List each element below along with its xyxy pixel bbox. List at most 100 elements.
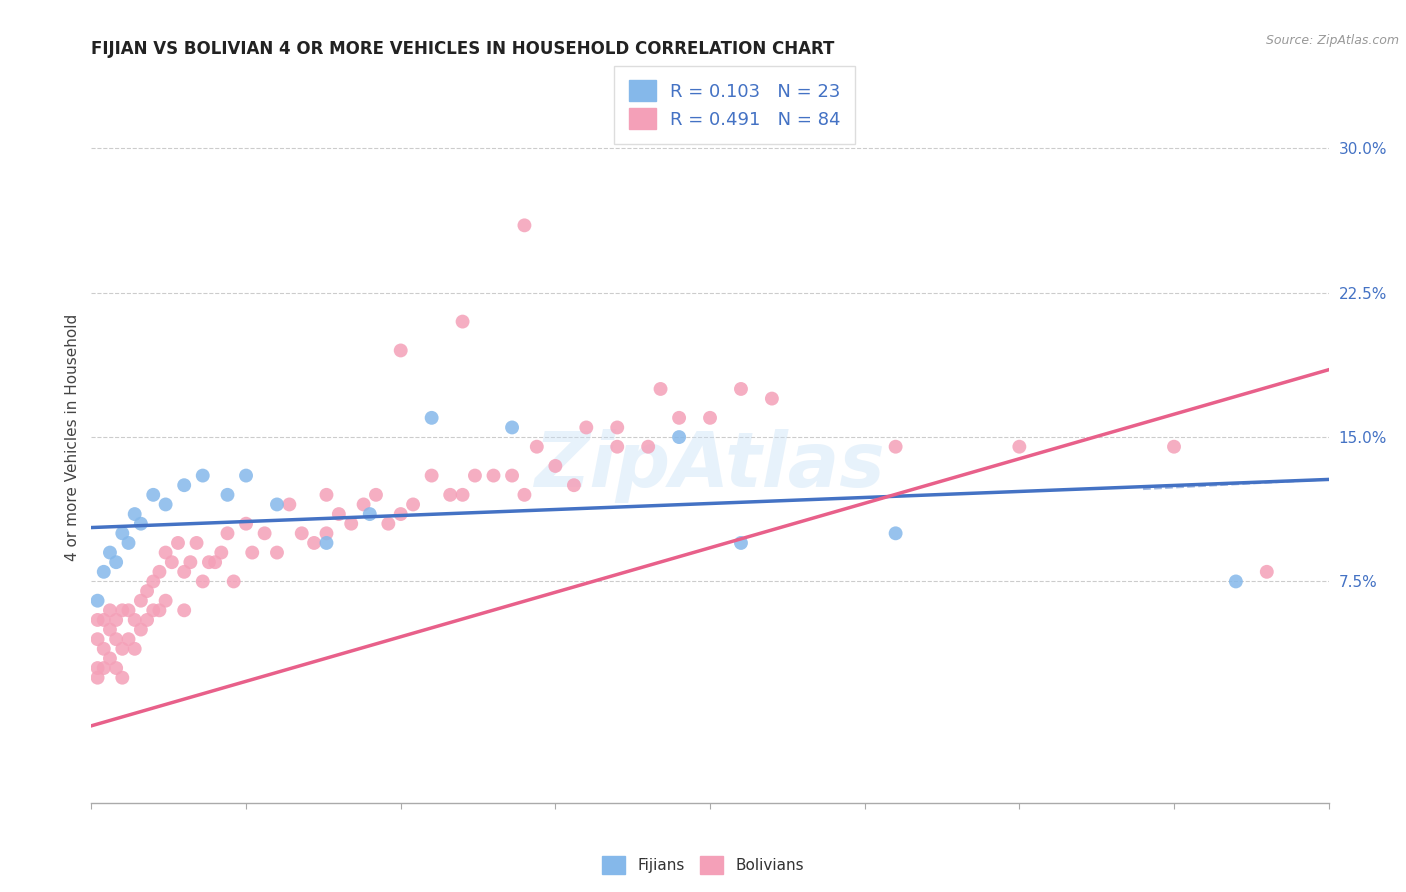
Point (420, 410, 443, 425)
Point (606, 440, 628, 454)
Point (98, 623, 121, 637)
Point (402, 498, 425, 512)
Point (167, 536, 190, 550)
Point (513, 219, 536, 233)
Point (217, 488, 239, 502)
Point (501, 420, 523, 434)
Point (451, 315, 474, 329)
Y-axis label: 4 or more Vehicles in Household: 4 or more Vehicles in Household (65, 313, 80, 561)
Point (136, 613, 159, 627)
Point (315, 526, 337, 541)
Point (328, 507, 350, 521)
Point (93, 661, 115, 675)
Point (129, 593, 152, 607)
Point (359, 507, 381, 521)
Point (730, 382, 752, 396)
Point (179, 555, 201, 569)
Point (278, 498, 301, 512)
Point (575, 420, 598, 434)
Point (86, 671, 108, 685)
Point (209, 545, 232, 559)
Point (217, 526, 239, 541)
Point (253, 526, 276, 541)
Point (353, 498, 375, 512)
Point (129, 516, 152, 531)
Point (606, 420, 628, 434)
Legend: Fijians, Bolivians: Fijians, Bolivians (596, 850, 810, 880)
Point (222, 574, 245, 589)
Point (389, 343, 412, 358)
Point (93, 565, 115, 579)
Point (364, 488, 387, 502)
Point (129, 623, 152, 637)
Point (124, 613, 146, 627)
Point (124, 507, 146, 521)
Point (173, 478, 195, 492)
Point (155, 593, 177, 607)
Point (117, 632, 139, 647)
Point (340, 516, 363, 531)
Point (668, 430, 690, 444)
Point (884, 440, 907, 454)
Point (142, 488, 165, 502)
Point (637, 440, 659, 454)
Point (105, 555, 128, 569)
Point (111, 603, 134, 617)
Point (86, 661, 108, 675)
Point (173, 603, 195, 617)
Point (93, 641, 115, 656)
Point (235, 516, 257, 531)
Point (105, 661, 128, 675)
Point (1163, 440, 1185, 454)
Point (155, 545, 177, 559)
Point (86, 593, 108, 607)
Point (562, 478, 585, 492)
Point (98, 651, 121, 665)
Point (526, 440, 548, 454)
Point (148, 603, 170, 617)
Point (142, 603, 165, 617)
Point (451, 488, 474, 502)
Point (730, 536, 752, 550)
Point (302, 536, 325, 550)
Point (105, 632, 128, 647)
Point (420, 468, 443, 483)
Point (160, 555, 183, 569)
Point (93, 613, 115, 627)
Point (266, 498, 288, 512)
Point (650, 382, 672, 396)
Point (1256, 565, 1278, 579)
Point (240, 545, 263, 559)
Point (482, 468, 505, 483)
Point (501, 468, 523, 483)
Point (124, 641, 146, 656)
Point (191, 574, 214, 589)
Point (148, 565, 170, 579)
Point (464, 468, 486, 483)
Text: ZipAtlas: ZipAtlas (534, 429, 886, 503)
Point (142, 574, 165, 589)
Point (377, 516, 399, 531)
Point (86, 632, 108, 647)
Point (105, 613, 128, 627)
Point (699, 410, 721, 425)
Point (117, 536, 139, 550)
Point (86, 613, 108, 627)
Point (173, 565, 195, 579)
Point (136, 584, 159, 599)
Point (389, 507, 412, 521)
Point (668, 410, 690, 425)
Point (186, 536, 208, 550)
Point (191, 468, 214, 483)
Point (204, 555, 226, 569)
Point (513, 488, 536, 502)
Point (111, 641, 134, 656)
Point (235, 468, 257, 483)
Point (439, 488, 461, 502)
Point (198, 555, 221, 569)
Legend: R = 0.103   N = 23, R = 0.491   N = 84: R = 0.103 N = 23, R = 0.491 N = 84 (614, 66, 855, 144)
Point (98, 603, 121, 617)
Point (111, 526, 134, 541)
Point (1008, 440, 1031, 454)
Point (98, 545, 121, 559)
